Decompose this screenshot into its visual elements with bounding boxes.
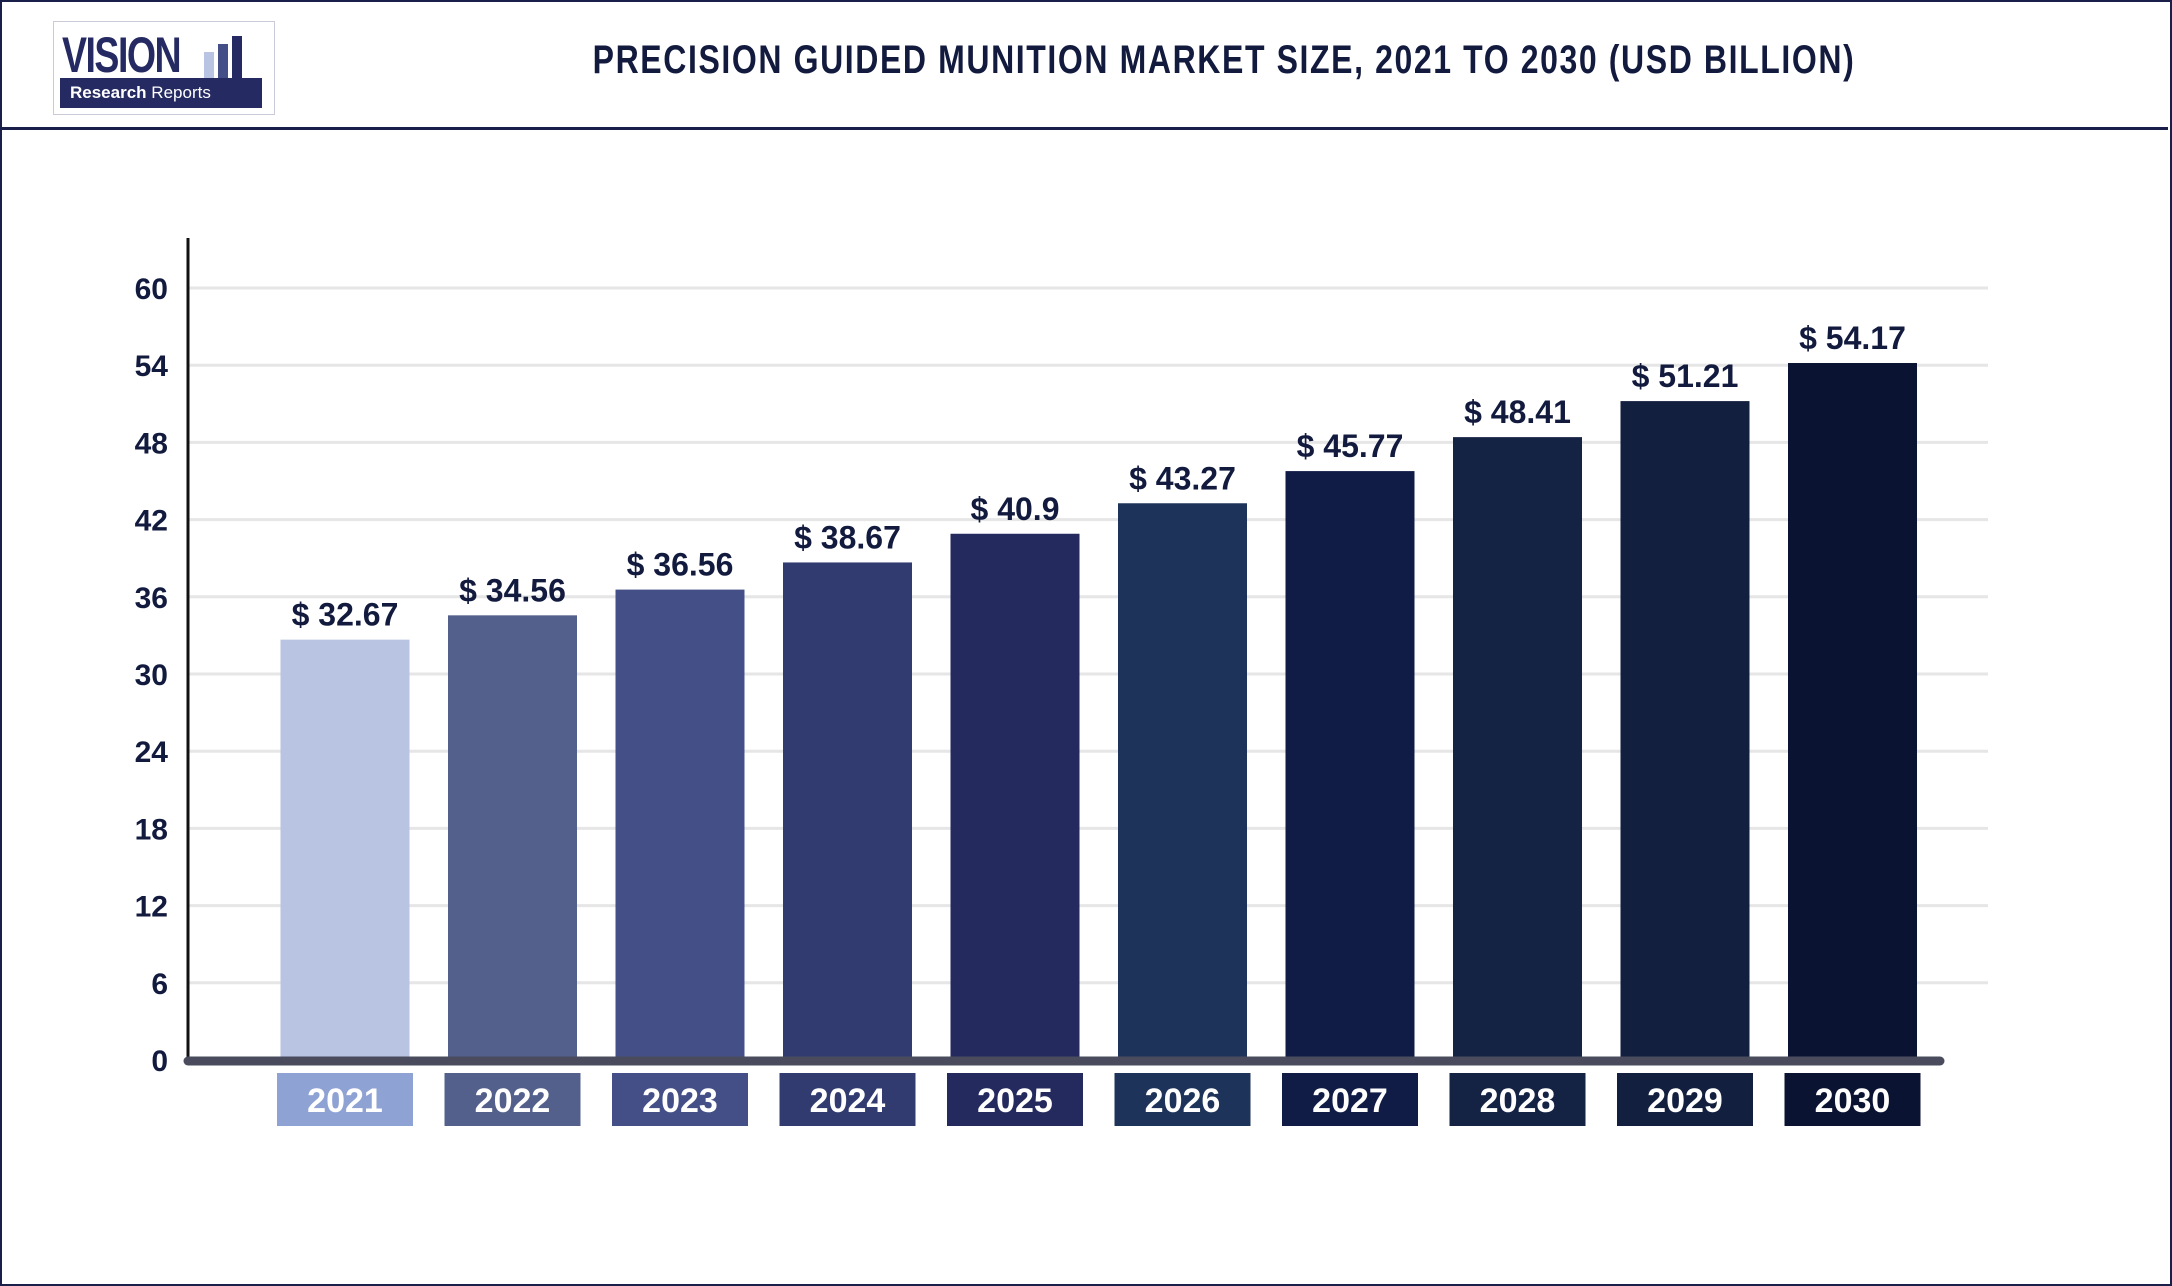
bar-2023 (615, 589, 745, 1060)
data-label-2026: $ 43.27 (1129, 460, 1236, 496)
y-tick-labels: 0 6 12 18 24 30 36 42 48 54 60 (135, 273, 169, 1078)
category-label-2027: 2027 (1312, 1082, 1388, 1120)
category-box-2027 (1282, 1073, 1418, 1126)
category-box-2025 (947, 1073, 1083, 1126)
y-tick-label: 24 (135, 736, 169, 769)
header: VISION Research Reports PRECISION GUIDED… (0, 0, 2168, 130)
y-tick-label: 42 (135, 505, 168, 538)
logo-tagline: Research Reports (60, 78, 262, 108)
category-label-2026: 2026 (1145, 1082, 1221, 1120)
category-label-2029: 2029 (1647, 1082, 1723, 1120)
category-label-2023: 2023 (642, 1082, 718, 1120)
bar-2024 (783, 562, 912, 1060)
bar-2025 (950, 533, 1080, 1060)
y-tick-label: 36 (135, 582, 168, 615)
category-box-2029 (1617, 1073, 1753, 1126)
bar-2028 (1453, 437, 1582, 1061)
y-tick-label: 54 (135, 350, 169, 383)
bar-2026 (1118, 503, 1247, 1060)
bars (280, 363, 1917, 1061)
y-tick-label: 0 (151, 1045, 168, 1078)
category-label-2024: 2024 (810, 1082, 886, 1120)
data-label-2022: $ 34.56 (459, 572, 566, 608)
bar-2027 (1285, 471, 1415, 1060)
category-box-2021 (277, 1073, 413, 1126)
data-label-2027: $ 45.77 (1297, 428, 1404, 464)
category-box-2023 (612, 1073, 748, 1126)
data-label-2023: $ 36.56 (627, 547, 734, 583)
data-labels: $ 32.67 $ 34.56 $ 36.56 $ 38.67 $ 40.9 $ 43.2… (292, 320, 1906, 633)
bar-2030 (1788, 363, 1917, 1060)
axes (183, 238, 1945, 1066)
data-label-2028: $ 48.41 (1464, 394, 1571, 430)
y-tick-label: 60 (135, 273, 168, 306)
y-tick-label: 18 (135, 813, 168, 846)
category-label-2021: 2021 (307, 1082, 383, 1120)
chart-title: PRECISION GUIDED MUNITION MARKET SIZE, 2… (592, 38, 1856, 82)
category-label-2022: 2022 (475, 1082, 551, 1120)
x-category-labels: 2021 2022 2023 2024 2025 2026 2027 2028 2029 2030 (277, 1073, 1921, 1126)
category-label-2025: 2025 (977, 1082, 1053, 1120)
data-label-2029: $ 51.21 (1632, 358, 1739, 394)
logo-bar-icon (218, 44, 228, 78)
data-label-2021: $ 32.67 (292, 597, 399, 633)
y-tick-label: 48 (135, 427, 168, 460)
bar-2022 (448, 615, 577, 1060)
logo-word: VISION (62, 27, 182, 83)
logo-tagline-bold: Research (70, 83, 147, 102)
logo: VISION Research Reports (53, 21, 275, 115)
category-label-2028: 2028 (1480, 1082, 1556, 1120)
bar-2029 (1620, 401, 1750, 1060)
y-tick-label: 12 (135, 891, 168, 924)
data-label-2024: $ 38.67 (794, 519, 901, 555)
data-label-2025: $ 40.9 (971, 491, 1060, 527)
category-box-2030 (1784, 1073, 1921, 1126)
bar-2021 (280, 639, 410, 1060)
data-label-2030: $ 54.17 (1799, 320, 1906, 356)
logo-bar-icon (232, 36, 242, 78)
category-box-2022 (444, 1073, 581, 1126)
logo-bar-icon (204, 52, 214, 78)
y-tick-label: 30 (135, 659, 168, 692)
y-tick-label: 6 (151, 968, 168, 1001)
category-label-2030: 2030 (1815, 1082, 1891, 1120)
category-box-2028 (1449, 1073, 1586, 1126)
category-box-2026 (1114, 1073, 1251, 1126)
category-box-2024 (779, 1073, 916, 1126)
logo-tagline-light: Reports (151, 83, 211, 102)
